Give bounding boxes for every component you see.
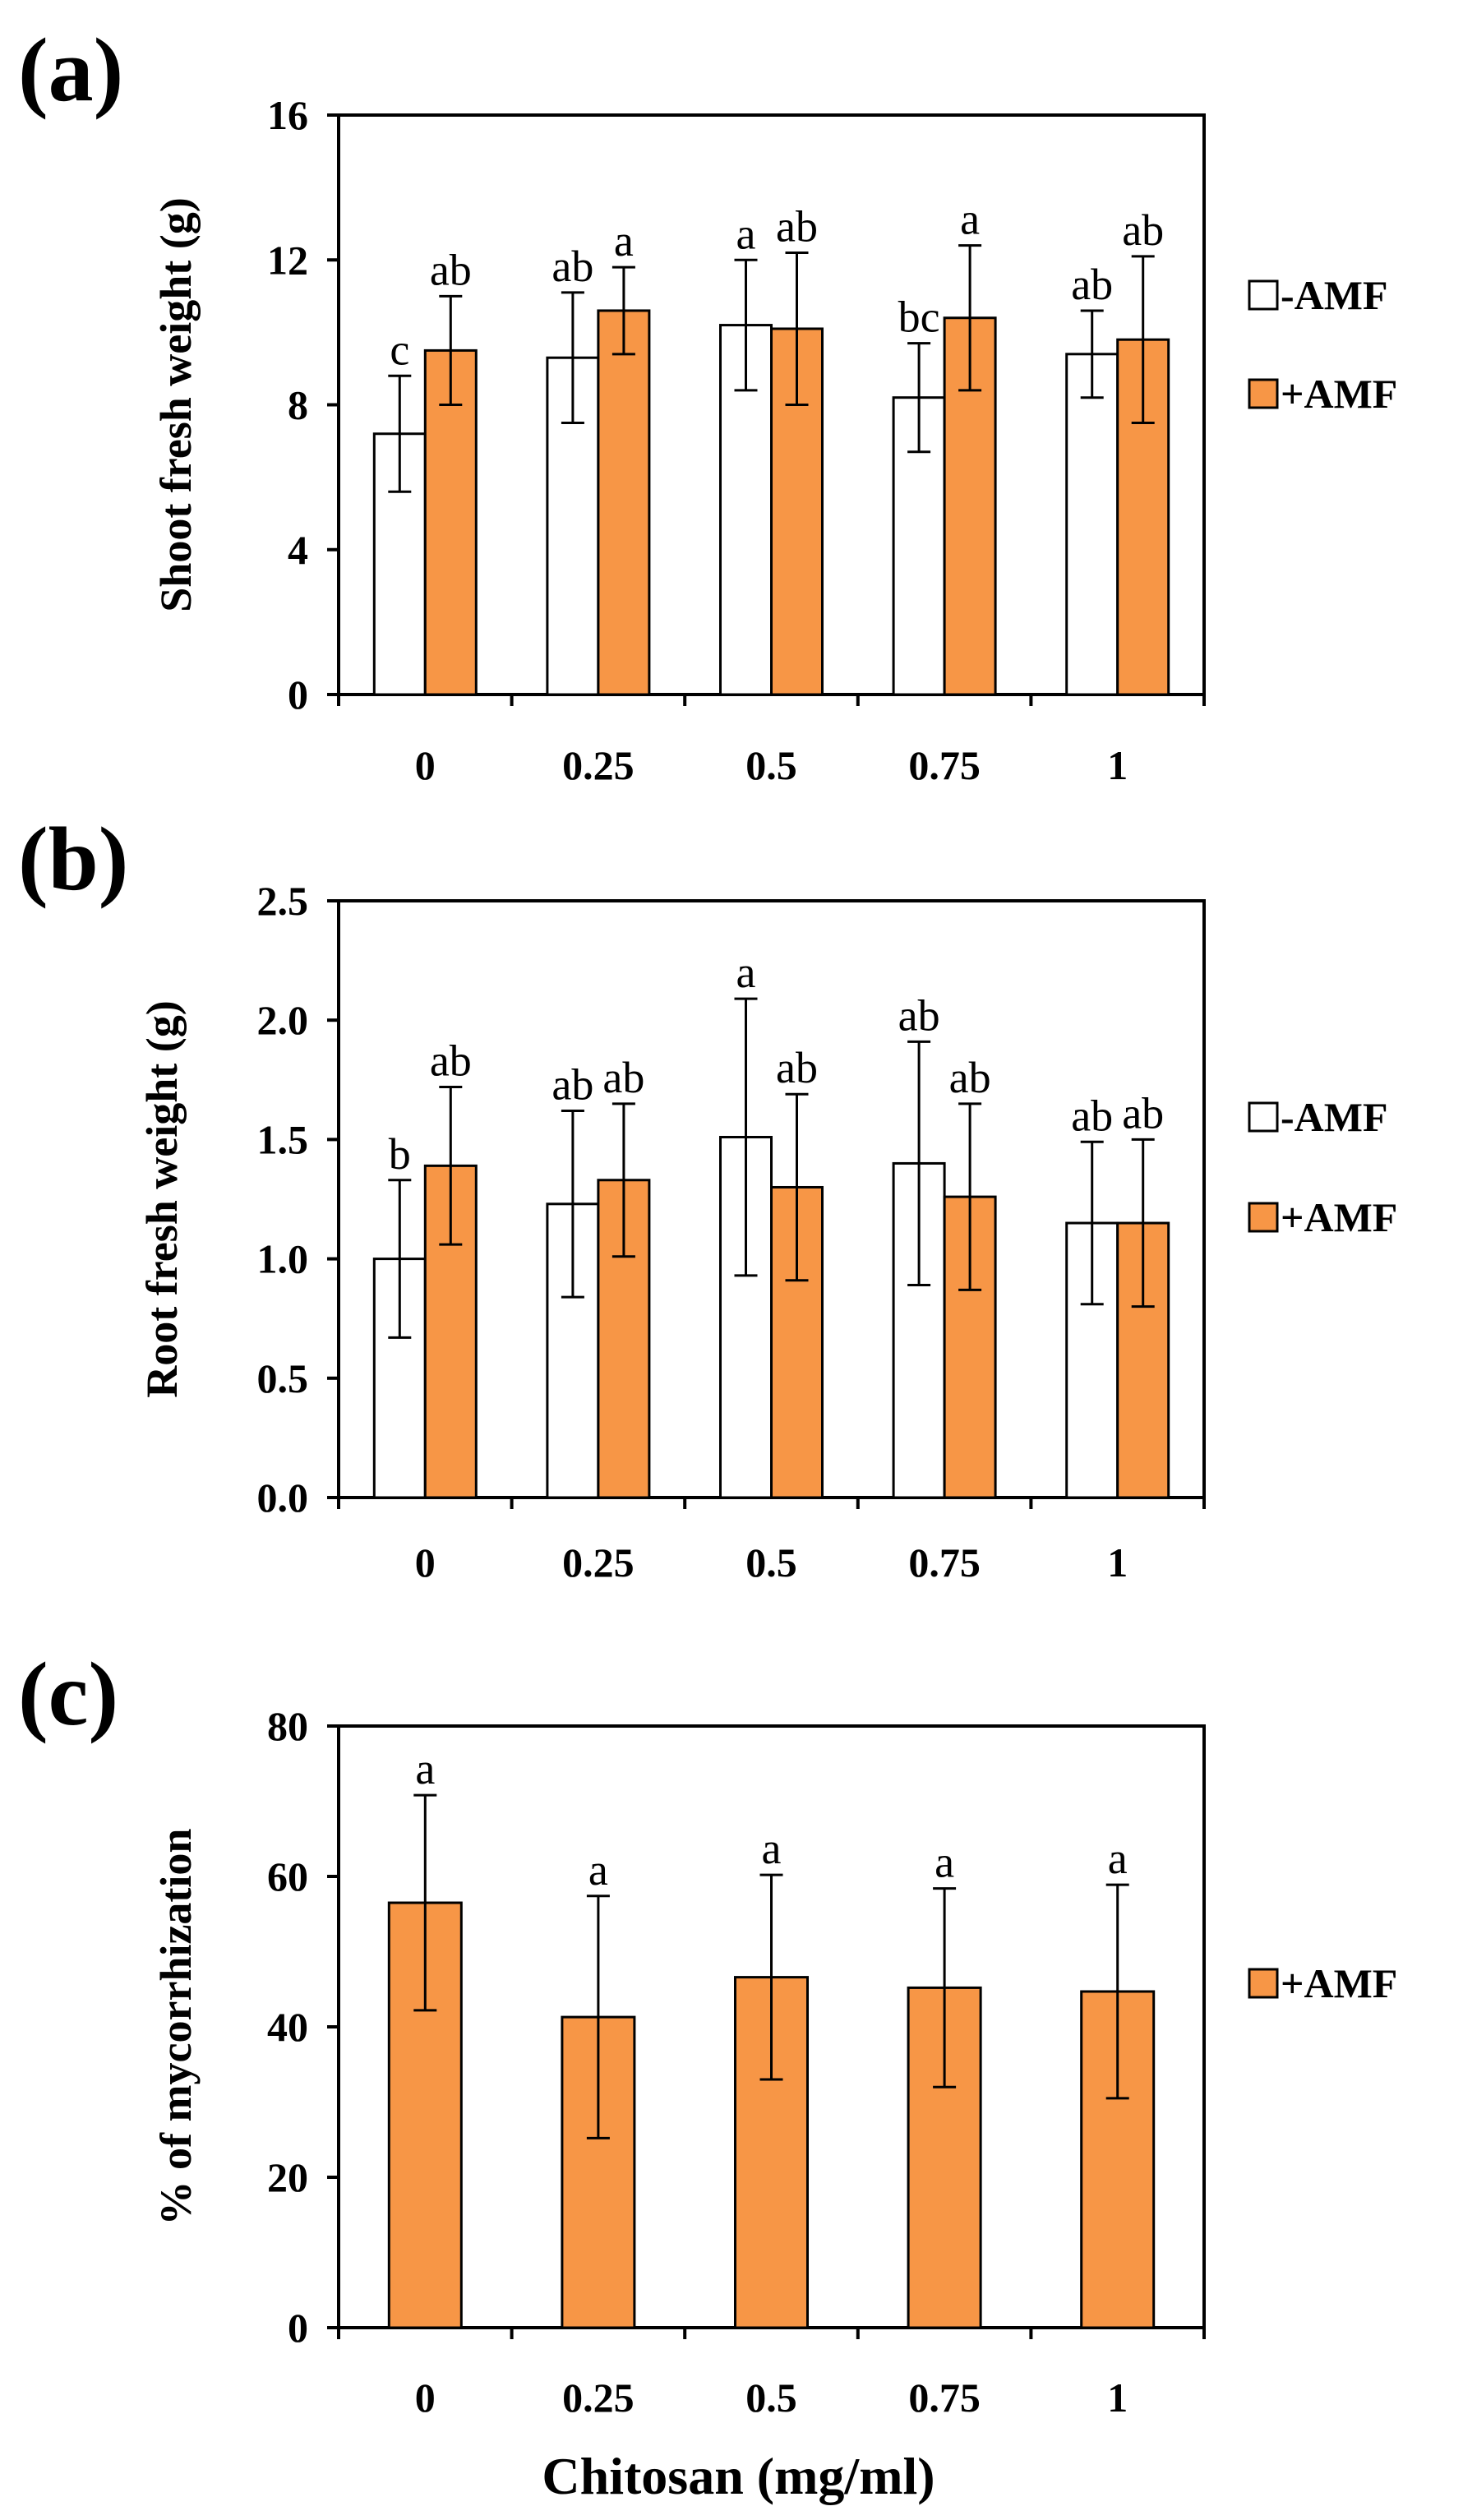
significance-letter: ab [430,245,472,294]
x-tick-label: 0.25 [562,1539,635,1585]
chart-panel-1: (a) 0 4 8 12 16 Shoot fresh weight (g) 0 0.25 0.5… [18,20,1397,788]
bar [423,348,478,696]
significance-letter: ab [552,1060,593,1110]
y-tick-label: 0 [288,2305,308,2351]
y-tick-label: 16 [267,92,308,138]
chart-panel-2: (b) 0.0 0.5 1.0 1.5 2.0 2.5 Root fresh weight (… [18,809,1397,1585]
significance-letter: ab [1071,260,1113,309]
x-tick-label: 0.5 [745,742,797,788]
significance-letter: a [935,1838,954,1887]
chart-panel-3: (c) 0 20 40 60 80 % of mycorrhization 0 0.25 0.5 0… [18,1644,1397,2505]
significance-letter: a [588,1845,608,1895]
significance-letter: b [389,1129,411,1179]
y-tick-label: 2.5 [257,878,309,924]
y-tick-label: 20 [267,2154,308,2200]
x-axis-label: Chitosan (mg/ml) [542,2447,935,2505]
significance-letter: ab [1122,1088,1164,1138]
x-tick-label: 0.75 [908,742,981,788]
legend-swatch [1248,1968,1279,1999]
significance-letter: c [390,325,409,374]
panel-label: (b) [18,809,128,909]
x-tick-label: 0.75 [908,1539,981,1585]
significance-letter: a [736,948,756,997]
bar [770,1185,824,1499]
bar [597,309,651,696]
x-tick-label: 0 [415,2375,436,2421]
significance-letter: ab [1071,1091,1113,1140]
significance-letter: ab [1122,205,1164,255]
significance-letter: ab [552,242,593,291]
bar [943,1195,997,1499]
y-tick-label: 0.0 [257,1475,309,1521]
legend-label: -AMF [1281,272,1388,318]
significance-letter: bc [898,293,940,342]
significance-letter: a [614,216,634,265]
significance-letter: a [762,1824,782,1873]
legend-label: -AMF [1281,1094,1388,1140]
x-tick-label: 1 [1107,2375,1128,2421]
y-tick-label: 80 [267,1703,308,1749]
y-tick-label: 0 [288,672,308,718]
significance-letter: ab [776,1043,818,1092]
significance-letter: ab [898,990,940,1040]
x-tick-label: 0.25 [562,742,635,788]
significance-letter: ab [776,201,818,251]
y-axis-label: Shoot fresh weight (g) [151,197,201,612]
x-tick-label: 0 [415,1539,436,1585]
significance-letter: ab [430,1036,472,1086]
x-tick-label: 0.75 [908,2375,981,2421]
legend-swatch [1248,1202,1279,1233]
y-tick-label: 8 [288,382,308,428]
bar [1065,353,1119,696]
y-tick-label: 4 [288,527,308,573]
y-tick-label: 1.0 [257,1236,309,1282]
y-tick-label: 12 [267,237,308,283]
x-tick-label: 1 [1107,1539,1128,1585]
legend-swatch [1248,1101,1279,1133]
panel-label: (c) [18,1644,118,1744]
significance-letter: ab [949,1053,991,1102]
x-tick-label: 0.5 [745,1539,797,1585]
y-tick-label: 60 [267,1853,308,1899]
y-axis-label: % of mycorrhization [151,1829,201,2226]
significance-letter: a [960,195,980,244]
significance-letter: a [1108,1834,1128,1883]
legend-label: +AMF [1281,371,1397,417]
y-tick-label: 40 [267,2004,308,2050]
x-tick-label: 1 [1107,742,1128,788]
y-tick-label: 1.5 [257,1116,309,1162]
significance-letter: ab [602,1053,644,1102]
legend-label: +AMF [1281,1194,1397,1240]
y-tick-label: 0.5 [257,1355,309,1401]
significance-letter: a [415,1744,435,1793]
x-tick-label: 0.25 [562,2375,635,2421]
legend-label: +AMF [1281,1960,1397,2006]
legend-swatch [1248,378,1279,409]
x-tick-label: 0.5 [745,2375,797,2421]
legend-swatch [1248,279,1279,311]
panel-label: (a) [18,20,123,120]
x-tick-label: 0 [415,742,436,788]
y-tick-label: 2.0 [257,997,309,1043]
y-axis-label: Root fresh weight (g) [137,1000,187,1397]
significance-letter: a [736,209,756,258]
